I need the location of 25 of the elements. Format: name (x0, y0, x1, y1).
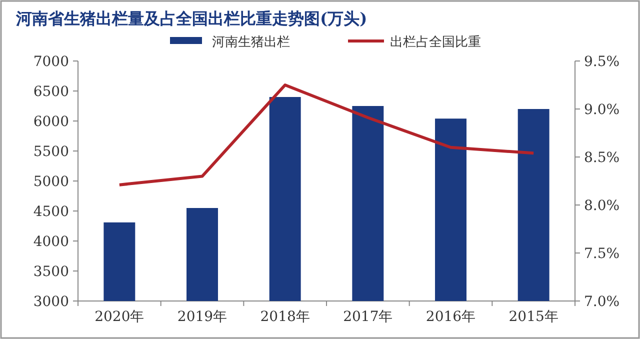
y2-tick-label: 8.5% (584, 150, 620, 166)
legend-label: 河南生猪出栏 (212, 35, 290, 50)
y-tick-label: 3500 (33, 264, 69, 280)
y2-tick-label: 7.5% (584, 246, 620, 262)
y2-tick-label: 9.5% (584, 54, 620, 70)
x-tick-label: 2019年 (177, 309, 228, 325)
y-tick-label: 5000 (33, 174, 69, 190)
x-tick-label: 2015年 (508, 309, 558, 325)
chart-title: 河南省生猪出栏量及占全国出栏比重走势图(万头) (15, 9, 368, 28)
x-tick-label: 2020年 (94, 309, 144, 325)
legend-label: 出栏占全国比重 (390, 35, 481, 50)
y-tick-label: 4000 (33, 234, 69, 250)
y-tick-label: 6000 (33, 114, 69, 130)
x-tick-label: 2017年 (343, 309, 393, 325)
y-tick-label: 7000 (33, 54, 69, 70)
x-tick-label: 2016年 (426, 309, 476, 325)
y-tick-label: 6500 (33, 84, 69, 100)
y-tick-label: 4500 (33, 204, 69, 220)
y2-tick-label: 7.0% (584, 294, 620, 310)
y2-tick-label: 9.0% (584, 102, 620, 118)
y-tick-label: 3000 (33, 294, 69, 310)
y2-tick-label: 8.0% (584, 198, 620, 214)
line-series (118, 84, 536, 186)
x-tick-label: 2018年 (260, 309, 310, 325)
y-tick-label: 5500 (33, 144, 69, 160)
